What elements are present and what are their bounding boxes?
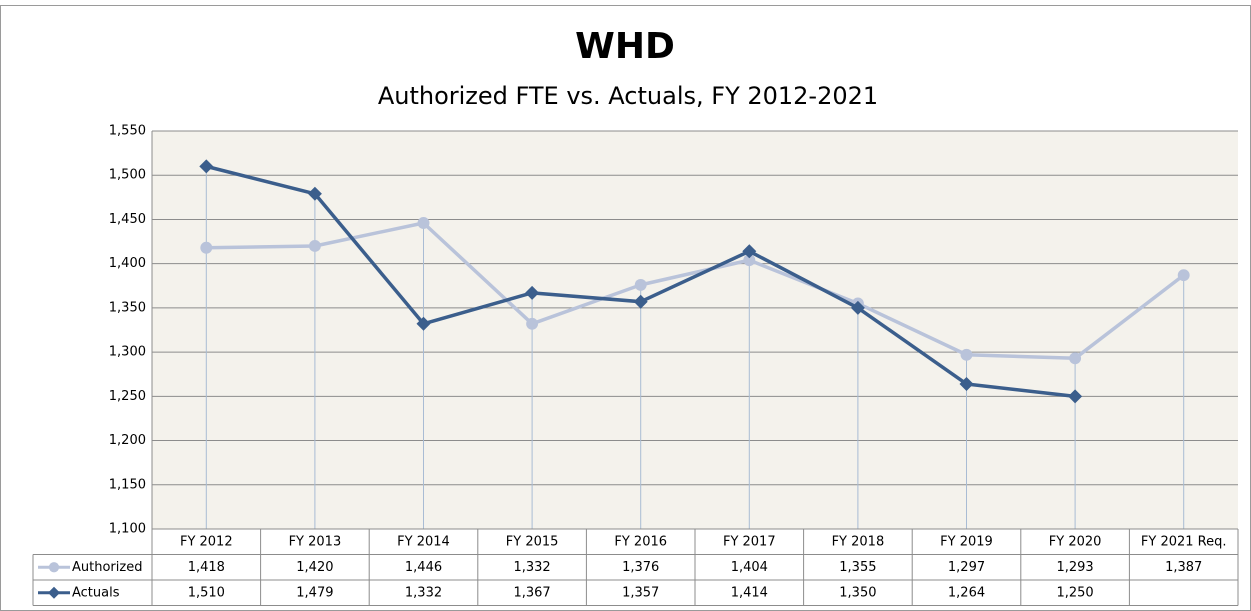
data-point [959,376,974,391]
x-tick-label: FY 2017 [723,534,776,549]
data-point [200,241,213,254]
table-value: 1,387 [1165,560,1202,575]
data-point [525,285,540,300]
data-point [1177,269,1190,282]
data-point [199,159,214,174]
table-value: 1,264 [948,585,985,600]
table-value: 1,414 [731,585,768,600]
table-value: 1,446 [405,560,442,575]
data-point [526,317,539,330]
x-tick-label: FY 2014 [397,534,450,549]
data-point [742,244,757,259]
table-value: 1,367 [513,585,550,600]
x-tick-label: FY 2021 Req. [1141,534,1227,549]
y-tick-label: 1,150 [109,477,146,492]
x-tick-label: FY 2019 [940,534,993,549]
data-point [308,240,321,252]
legend-marker [48,586,60,599]
y-tick-label: 1,550 [109,124,146,139]
table-value: 1,332 [405,585,442,600]
data-point [634,278,647,291]
chart-title: WHD [575,26,675,67]
x-tick-label: FY 2013 [289,534,342,549]
x-tick-label: FY 2020 [1049,534,1102,549]
y-tick-label: 1,300 [109,345,146,360]
y-tick-label: 1,200 [109,433,146,448]
data-point [1068,389,1083,404]
data-point [1069,352,1082,365]
table-value: 1,293 [1056,560,1093,575]
data-point [416,316,431,331]
table-value: 1,376 [622,560,659,575]
legend-label: Actuals [72,585,120,600]
table-value: 1,404 [731,560,768,575]
table-value: 1,355 [839,560,876,575]
y-tick-label: 1,100 [109,522,146,537]
table-value: 1,418 [188,560,225,575]
y-tick-label: 1,350 [109,300,146,315]
y-tick-label: 1,400 [109,256,146,271]
data-point [743,254,756,267]
data-point [417,217,430,229]
plot-area [152,131,1238,529]
table-value: 1,479 [296,585,333,600]
table-value: 1,332 [513,560,550,575]
series-line [206,221,1185,361]
y-tick-label: 1,250 [109,389,146,404]
x-tick-label: FY 2018 [832,534,885,549]
x-tick-label: FY 2016 [614,534,667,549]
x-tick-label: FY 2015 [506,534,559,549]
x-tick-label: FY 2012 [180,534,233,549]
table-value: 1,357 [622,585,659,600]
legend-marker [48,562,60,573]
data-point [960,348,973,361]
data-point [850,300,865,315]
y-tick-label: 1,450 [109,212,146,227]
data-point [307,186,322,201]
legend-label: Authorized [72,560,142,575]
table-value: 1,250 [1056,585,1093,600]
y-tick-label: 1,500 [109,168,146,183]
table-value: 1,420 [296,560,333,575]
data-point [633,294,648,309]
table-value: 1,350 [839,585,876,600]
table-value: 1,297 [948,560,985,575]
chart-subtitle: Authorized FTE vs. Actuals, FY 2012-2021 [378,82,878,110]
table-value: 1,510 [188,585,225,600]
